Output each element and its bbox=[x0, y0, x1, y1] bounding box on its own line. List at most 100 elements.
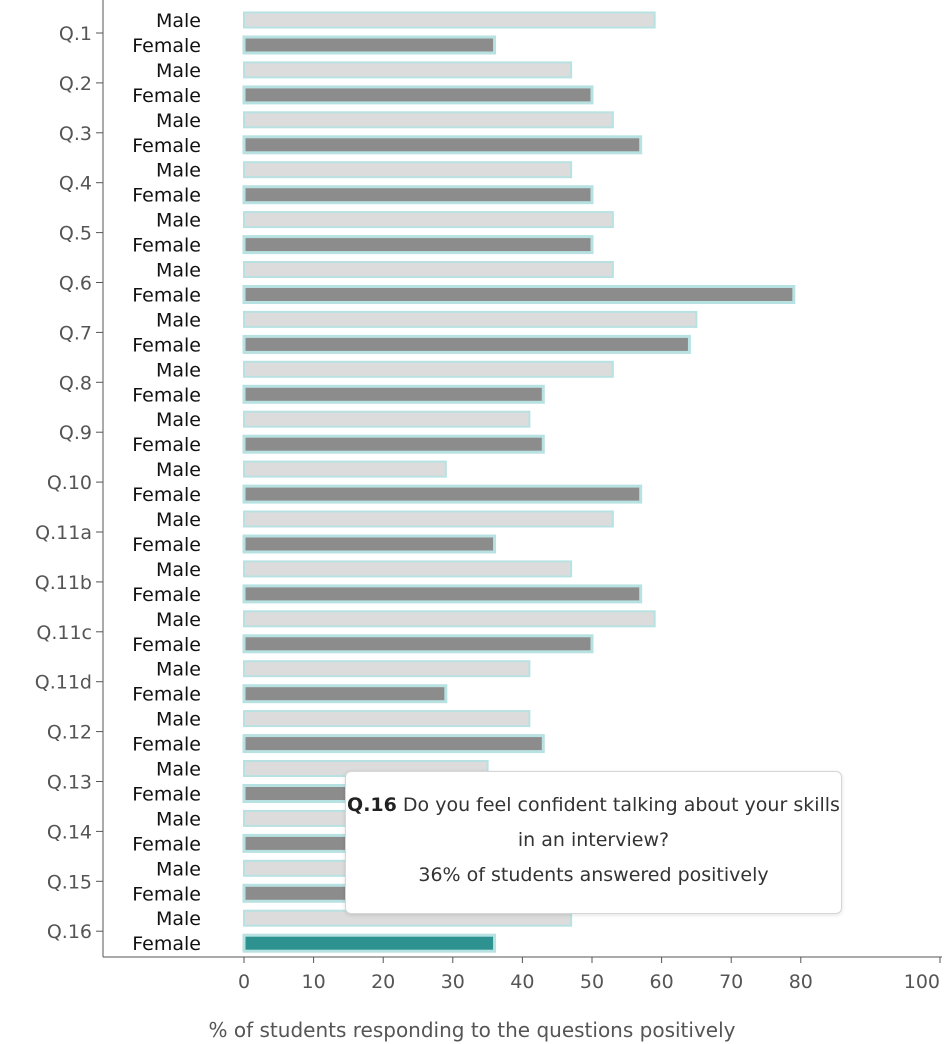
bar-male-q7[interactable] bbox=[243, 310, 698, 328]
series-label-female-q11d: Female bbox=[132, 684, 201, 706]
series-label-female-q11c: Female bbox=[132, 634, 201, 656]
x-tick-label-20: 20 bbox=[371, 971, 395, 993]
bar-male-q10[interactable] bbox=[243, 460, 447, 478]
bar-female-q5[interactable] bbox=[242, 235, 594, 255]
category-label-q4: Q.4 bbox=[59, 173, 92, 195]
series-label-male-q15: Male bbox=[156, 858, 201, 880]
series-label-female-q15: Female bbox=[132, 883, 201, 905]
category-label-q8: Q.8 bbox=[59, 372, 92, 394]
series-label-male-q11c: Male bbox=[156, 609, 201, 631]
x-tick-label-50: 50 bbox=[580, 971, 604, 993]
series-label-female-q7: Female bbox=[132, 334, 201, 356]
bar-female-q7[interactable] bbox=[242, 334, 691, 354]
series-label-female-q5: Female bbox=[132, 235, 201, 257]
x-tick-label-60: 60 bbox=[650, 971, 674, 993]
bar-female-q3[interactable] bbox=[242, 135, 643, 155]
bar-male-q9[interactable] bbox=[243, 410, 531, 428]
category-label-q3: Q.3 bbox=[59, 123, 92, 145]
bar-female-q9[interactable] bbox=[242, 434, 545, 454]
bar-female-q1[interactable] bbox=[242, 35, 497, 55]
bar-male-q2[interactable] bbox=[243, 61, 573, 79]
series-label-male-q16: Male bbox=[156, 908, 201, 930]
bar-male-q11c[interactable] bbox=[243, 610, 656, 628]
bar-female-q4[interactable] bbox=[242, 185, 594, 205]
bar-male-q8[interactable] bbox=[243, 360, 614, 378]
category-label-q13: Q.13 bbox=[47, 772, 92, 794]
x-tick-label-10: 10 bbox=[302, 971, 326, 993]
x-tick-label-80: 80 bbox=[789, 971, 813, 993]
series-label-male-q4: Male bbox=[156, 160, 201, 182]
category-label-q14: Q.14 bbox=[47, 821, 92, 843]
series-label-male-q1: Male bbox=[156, 10, 201, 32]
x-tick-label-70: 70 bbox=[719, 971, 743, 993]
axes-layer: 0 10 20 30 40 50 60 70 80 100 bbox=[96, 0, 942, 993]
series-label-female-q11b: Female bbox=[132, 584, 201, 606]
series-label-male-q14: Male bbox=[156, 808, 201, 830]
bar-female-q11c[interactable] bbox=[242, 634, 594, 654]
bar-female-q16[interactable] bbox=[242, 933, 497, 953]
series-label-female-q3: Female bbox=[132, 135, 201, 157]
series-label-female-q1: Female bbox=[132, 35, 201, 57]
series-label-female-q16: Female bbox=[132, 933, 201, 955]
bar-female-q11a[interactable] bbox=[242, 534, 497, 554]
bar-male-q3[interactable] bbox=[243, 111, 614, 129]
series-label-female-q10: Female bbox=[132, 484, 201, 506]
bar-female-q2[interactable] bbox=[242, 85, 594, 105]
series-label-female-q6: Female bbox=[132, 285, 201, 307]
bar-male-q5[interactable] bbox=[243, 211, 614, 229]
bar-female-q10[interactable] bbox=[242, 484, 643, 504]
category-label-q11d: Q.11d bbox=[35, 672, 92, 694]
series-label-male-q8: Male bbox=[156, 359, 201, 381]
category-label-q12: Q.12 bbox=[47, 722, 92, 744]
bar-male-q11a[interactable] bbox=[243, 510, 614, 528]
series-label-female-q4: Female bbox=[132, 185, 201, 207]
bar-male-q11b[interactable] bbox=[243, 560, 573, 578]
series-label-male-q7: Male bbox=[156, 309, 201, 331]
series-label-female-q14: Female bbox=[132, 833, 201, 855]
series-label-female-q11a: Female bbox=[132, 534, 201, 556]
category-label-q15: Q.15 bbox=[47, 871, 92, 893]
series-label-male-q3: Male bbox=[156, 110, 201, 132]
series-label-female-q13: Female bbox=[132, 784, 201, 806]
series-label-male-q10: Male bbox=[156, 459, 201, 481]
series-label-female-q2: Female bbox=[132, 85, 201, 107]
series-label-male-q11a: Male bbox=[156, 509, 201, 531]
bar-female-q6[interactable] bbox=[242, 285, 796, 304]
series-label-female-q9: Female bbox=[132, 434, 201, 456]
series-label-male-q6: Male bbox=[156, 260, 201, 282]
bar-female-q11d[interactable] bbox=[242, 684, 448, 704]
series-label-male-q9: Male bbox=[156, 409, 201, 431]
question-tooltip: Q.16 Do you feel confident talking about… bbox=[345, 771, 842, 914]
series-label-female-q12: Female bbox=[132, 734, 201, 756]
bar-female-q11b[interactable] bbox=[242, 584, 643, 604]
bars-layer bbox=[242, 11, 796, 953]
x-axis-title: % of students responding to the question… bbox=[209, 1018, 736, 1042]
series-label-male-q5: Male bbox=[156, 210, 201, 232]
bar-male-q12[interactable] bbox=[243, 710, 531, 728]
x-tick-label-0: 0 bbox=[238, 971, 250, 993]
bar-female-q8[interactable] bbox=[242, 384, 545, 404]
category-label-q11c: Q.11c bbox=[36, 622, 92, 644]
bar-male-q1[interactable] bbox=[243, 11, 656, 29]
category-label-q16: Q.16 bbox=[47, 921, 92, 943]
x-tick-label-40: 40 bbox=[510, 971, 534, 993]
bar-male-q6[interactable] bbox=[243, 261, 614, 278]
series-label-male-q11b: Male bbox=[156, 559, 201, 581]
bar-male-q11d[interactable] bbox=[243, 660, 531, 678]
series-label-male-q13: Male bbox=[156, 759, 201, 781]
category-label-q6: Q.6 bbox=[59, 273, 92, 295]
category-label-q7: Q.7 bbox=[59, 322, 92, 344]
x-tick-label-100: 100 bbox=[904, 971, 940, 993]
series-label-male-q2: Male bbox=[156, 60, 201, 82]
series-label-male-q12: Male bbox=[156, 709, 201, 731]
category-label-q11a: Q.11a bbox=[35, 522, 92, 544]
tooltip-question-id: Q.16 bbox=[347, 794, 397, 816]
series-label-male-q11d: Male bbox=[156, 659, 201, 681]
category-label-q10: Q.10 bbox=[47, 472, 92, 494]
x-tick-label-30: 30 bbox=[441, 971, 465, 993]
category-label-q2: Q.2 bbox=[59, 73, 92, 95]
bar-female-q12[interactable] bbox=[242, 734, 545, 754]
bar-male-q4[interactable] bbox=[243, 161, 573, 179]
tooltip-question-text: Do you feel confident talking about your… bbox=[402, 794, 840, 851]
